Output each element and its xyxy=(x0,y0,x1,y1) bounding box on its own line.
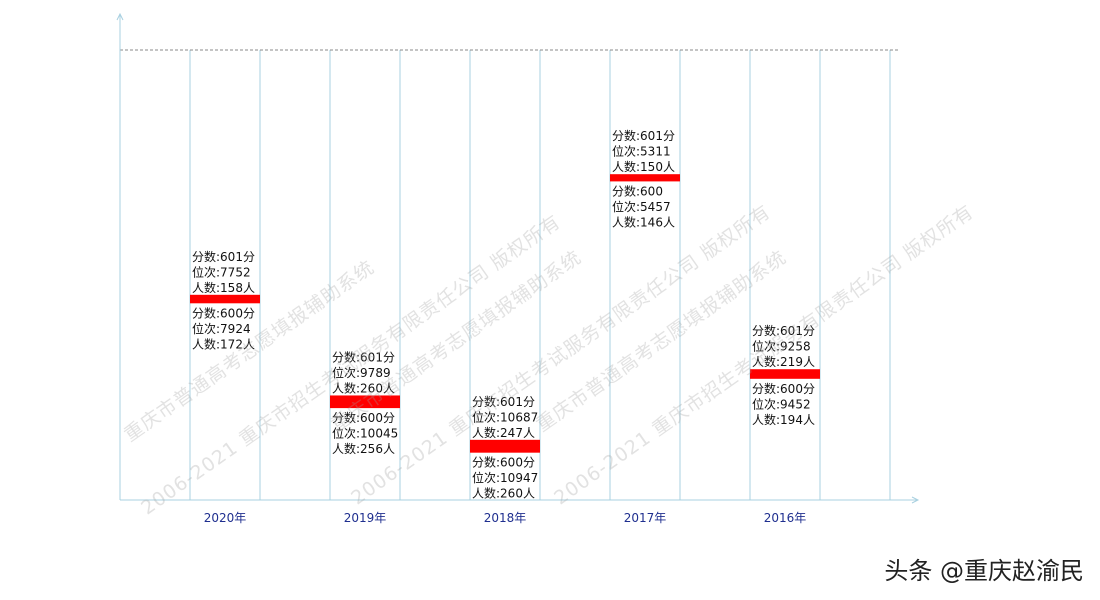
x-tick-label: 2017年 xyxy=(624,511,667,525)
bar-top-label: 位次:9789 xyxy=(332,365,391,380)
x-tick-label: 2018年 xyxy=(484,511,527,525)
bar-bottom-label: 位次:10045 xyxy=(332,426,398,441)
bar-top-label: 分数:601分 xyxy=(612,128,675,143)
bar-top-label: 分数:601分 xyxy=(752,323,815,338)
bar-bottom-label: 人数:146人 xyxy=(612,214,675,229)
bar-bottom-label: 分数:600分 xyxy=(332,410,395,425)
bar-top-label: 位次:9258 xyxy=(752,339,811,354)
bar-bottom-label: 位次:7924 xyxy=(192,321,251,336)
x-tick-label: 2020年 xyxy=(204,511,247,525)
bar-top-label: 分数:601分 xyxy=(472,394,535,409)
bar-bottom-label: 人数:172人 xyxy=(192,336,255,351)
bar-top-label: 人数:219人 xyxy=(752,354,815,369)
x-tick-label: 2016年 xyxy=(764,511,807,525)
bar-top-label: 位次:5311 xyxy=(612,144,671,159)
bar-bottom-label: 位次:9452 xyxy=(752,396,811,411)
bar-bottom-label: 人数:260人 xyxy=(472,486,535,501)
range-bar xyxy=(470,439,540,453)
x-axis-arrow xyxy=(911,496,920,504)
bar-top-label: 人数:247人 xyxy=(472,425,535,440)
bar-top-label: 位次:7752 xyxy=(192,264,251,279)
bar-top-label: 人数:150人 xyxy=(612,159,675,174)
bar-top-label: 分数:601分 xyxy=(192,249,255,264)
bar-top-label: 分数:601分 xyxy=(332,349,395,364)
bar-bottom-label: 人数:256人 xyxy=(332,441,395,456)
range-bar xyxy=(750,369,820,379)
source-credit: 头条 @重庆赵渝民 xyxy=(884,557,1084,585)
y-axis-arrow xyxy=(116,12,124,21)
range-bar xyxy=(330,395,400,409)
bar-bottom-label: 分数:600分 xyxy=(192,305,255,320)
bar-bottom-label: 位次:10947 xyxy=(472,470,538,485)
range-bar xyxy=(190,294,260,304)
range-bar xyxy=(610,174,680,182)
bar-bottom-label: 位次:5457 xyxy=(612,199,671,214)
bar-top-label: 位次:10687 xyxy=(472,409,538,424)
x-tick-label: 2019年 xyxy=(344,511,387,525)
bar-top-label: 人数:260人 xyxy=(332,380,395,395)
bar-bottom-label: 分数:600分 xyxy=(472,455,535,470)
bar-bottom-label: 人数:194人 xyxy=(752,412,815,427)
bar-bottom-label: 分数:600分 xyxy=(752,381,815,396)
bar-bottom-label: 分数:600 xyxy=(612,183,663,198)
bar-top-label: 人数:158人 xyxy=(192,280,255,295)
